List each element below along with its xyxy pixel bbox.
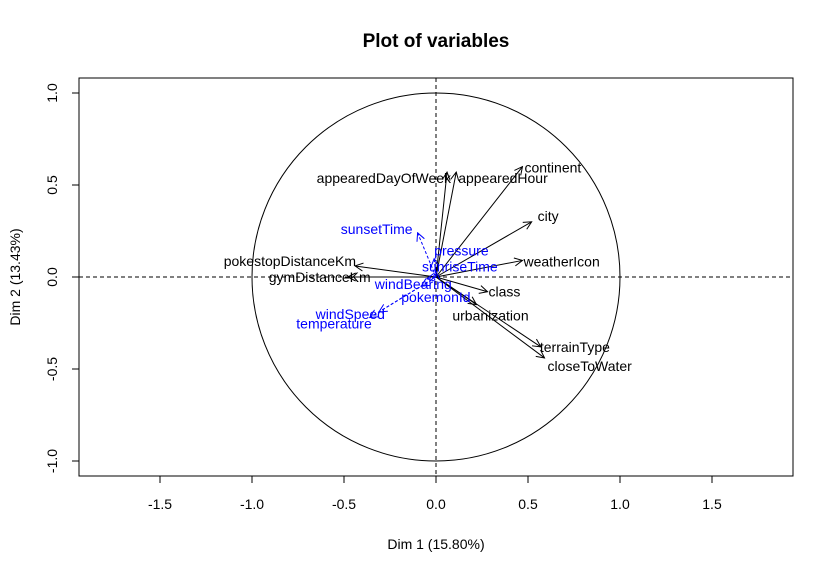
label-urbanization: urbanization [452, 308, 528, 324]
correlation-circle [251, 92, 621, 462]
x-tick-label: 1.5 [702, 496, 722, 512]
y-axis-label: Dim 2 (13.43%) [7, 228, 23, 325]
label-wind-bearing: windBearing [374, 276, 452, 292]
label-class: class [489, 284, 521, 300]
label-sunset-time: sunsetTime [341, 221, 413, 237]
label-pressure: pressure [434, 243, 489, 259]
arrow-appeared-hour [435, 172, 456, 278]
arrow-pressure [434, 259, 436, 278]
x-tick-label: 1.0 [610, 496, 630, 512]
label-terrain-type: terrainType [540, 339, 610, 355]
label-appeared-day-of-week: appearedDayOfWeek [317, 170, 452, 186]
y-tick-label: -0.5 [44, 357, 60, 381]
variable-labels: continent appearedDayOfWeek appearedHour ci… [224, 160, 632, 374]
x-tick-label: 0.0 [426, 496, 446, 512]
x-tick-label: -1.0 [240, 496, 264, 512]
arrow-close-to-water [435, 276, 545, 358]
label-weather-icon: weatherIcon [522, 253, 599, 269]
y-tick-label: 0.0 [44, 267, 60, 287]
arrow-weather-icon [435, 260, 522, 278]
arrow-pokestop-distance-km [355, 266, 437, 278]
y-axis: -1.0 -0.5 0.0 0.5 1.0 [44, 83, 80, 473]
label-gym-distance-km: gymDistanceKm [269, 269, 371, 285]
arrow-city [435, 222, 532, 278]
x-tick-label: 0.5 [518, 496, 538, 512]
x-tick-label: -0.5 [332, 496, 356, 512]
chart-title: Plot of variables [363, 31, 510, 52]
y-tick-label: -1.0 [44, 449, 60, 473]
x-tick-label: -1.5 [148, 496, 172, 512]
x-axis: -1.5 -1.0 -0.5 0.0 0.5 1.0 1.5 [148, 475, 722, 512]
x-axis-label: Dim 1 (15.80%) [387, 536, 484, 552]
arrow-continent [435, 167, 522, 278]
label-pokemon-id: pokemonId [401, 289, 470, 305]
arrow-terrain-type [435, 276, 541, 347]
label-wind-speed: windSpeed [315, 306, 385, 322]
arrow-class [435, 276, 488, 292]
y-tick-label: 0.5 [44, 175, 60, 195]
label-temperature: temperature [296, 315, 372, 331]
variable-arrows [348, 167, 545, 358]
label-sunrise-time: sunriseTime [422, 258, 498, 274]
arrow-temperature [370, 276, 437, 317]
label-pokestop-distance-km: pokestopDistanceKm [224, 253, 356, 269]
label-continent: continent [524, 160, 581, 176]
label-close-to-water: closeToWater [548, 358, 633, 374]
label-city: city [538, 208, 559, 224]
label-appeared-hour: appearedHour [458, 170, 548, 186]
y-tick-label: 1.0 [44, 83, 60, 103]
arrow-sunset-time [418, 233, 437, 278]
